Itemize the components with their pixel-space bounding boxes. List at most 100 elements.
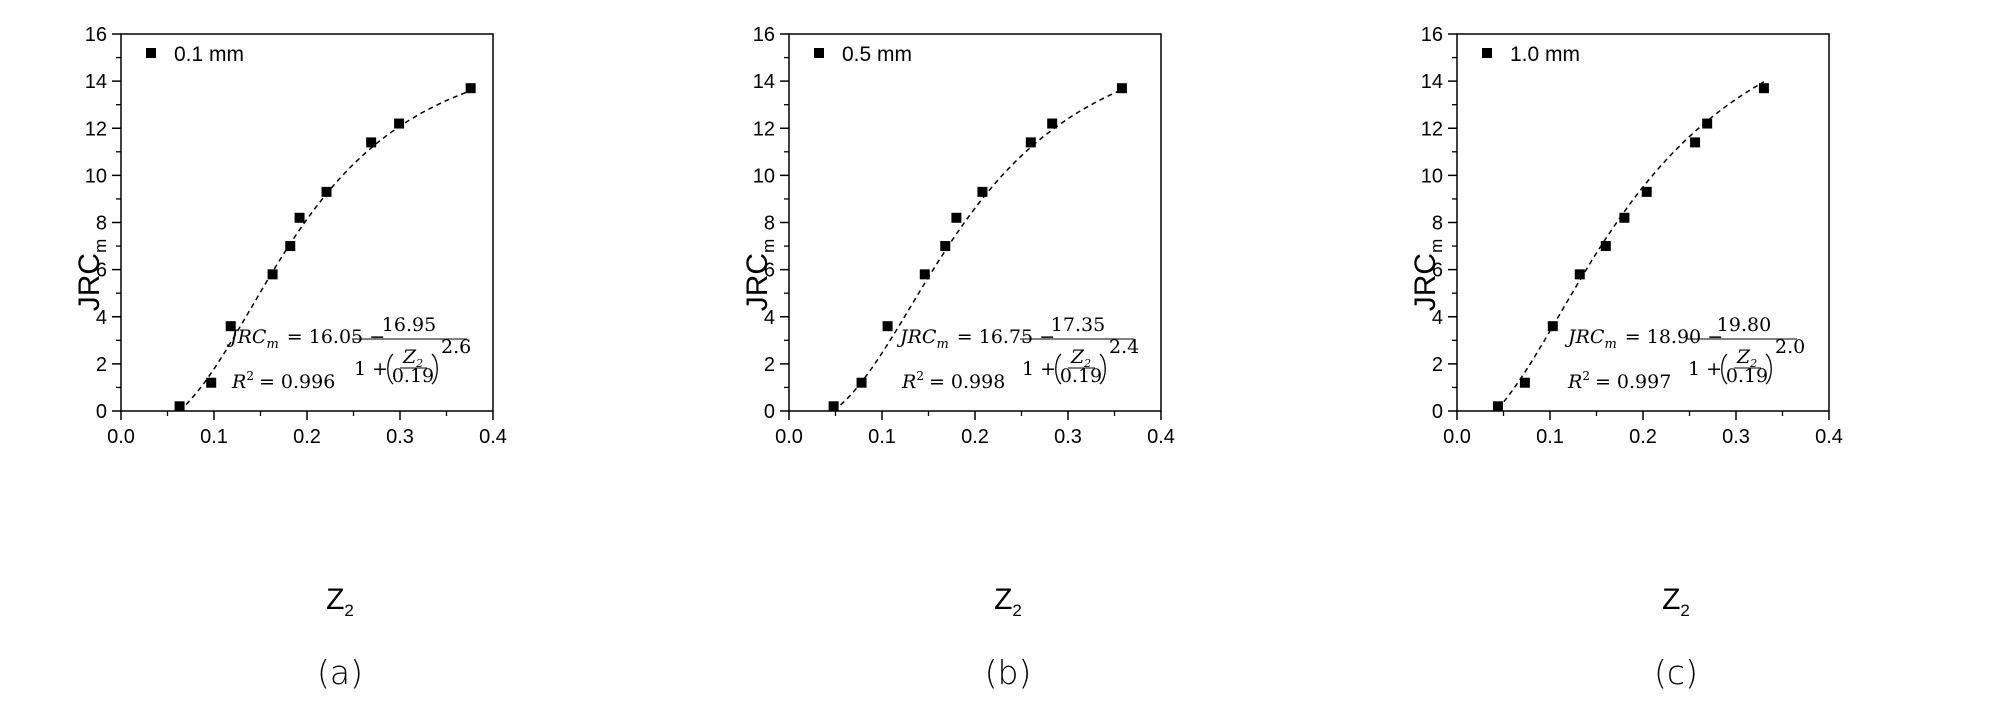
y-tick-label: 6: [1432, 260, 1443, 282]
eq-frac-den: 0.19: [1726, 365, 1768, 387]
x-axis-label-sub: 2: [344, 601, 354, 620]
chart-panel-a: 0 2 4 6 8 10 12 14 16 0.0 0.1 0.2 0.3 0.4 0.1 mm JRCm =…: [0, 0, 667, 702]
y-tick-label: 10: [85, 165, 107, 187]
y-tick-label: 6: [96, 260, 107, 282]
x-axis-label: Z2: [300, 580, 380, 620]
eq-r2-exp: 2: [1582, 369, 1590, 383]
y-tick-label: 12: [1421, 118, 1443, 140]
panel-caption: (c): [1654, 653, 1698, 692]
plot-frame: [120, 33, 494, 412]
x-tick-label: 0.2: [1629, 426, 1657, 448]
y-tick-label: 0: [764, 401, 775, 423]
eq-exponent: 2.6: [441, 336, 471, 358]
data-point: [1519, 377, 1530, 388]
eq-exponent: 2.4: [1109, 336, 1139, 358]
eq-denom-prefix: 1 +: [1688, 358, 1722, 380]
eq-r2-label: R: [901, 371, 916, 393]
svg-text:R2= 0.996: R2 = 0.996: [231, 369, 335, 393]
y-tick-label: 14: [1421, 71, 1443, 93]
x-tick-label: 0.4: [1147, 426, 1175, 448]
eq-lhs: JRC: [1564, 326, 1605, 348]
eq-frac-den: 0.19: [392, 365, 434, 387]
y-tick-label: 16: [1421, 24, 1443, 46]
x-axis-label-main: Z: [1662, 583, 1681, 616]
data-point: [267, 269, 278, 280]
legend-marker: [814, 48, 824, 58]
x-axis-label-main: Z: [326, 583, 345, 616]
svg-text:Z2: Z2: [402, 346, 423, 370]
eq-exponent: 2.0: [1775, 336, 1805, 358]
y-tick-label: 12: [753, 118, 775, 140]
x-tick-label: 0.4: [1815, 426, 1843, 448]
x-axis-label-sub: 2: [1680, 601, 1690, 620]
panel-caption: (a): [317, 653, 363, 692]
x-tick-label: 0.4: [479, 426, 507, 448]
legend-label: 0.1 mm: [174, 43, 244, 66]
data-point: [828, 401, 839, 412]
plot-frame: [788, 33, 1162, 412]
x-axis-label: Z2: [968, 580, 1048, 620]
y-axis-label-sub: m: [91, 238, 110, 253]
x-tick-label: 0.1: [200, 426, 228, 448]
eq-lhs-sub: m: [936, 337, 948, 352]
data-point: [919, 269, 930, 280]
eq-paren-right: [1099, 353, 1106, 385]
y-axis-label: JRCm: [1406, 225, 1446, 325]
svg-text:JRCm= 18.90 −: JRCm = 18.90 −: [1564, 326, 1723, 352]
x-tick-label: 0.0: [775, 426, 803, 448]
eq-constant: = 16.75 −: [957, 326, 1055, 348]
x-tick-label: 0.2: [293, 426, 321, 448]
eq-r2-label: R: [1567, 371, 1582, 393]
eq-r2-exp: 2: [246, 369, 254, 383]
chart-panel-c: 0 2 4 6 8 10 12 14 16 0.0 0.1 0.2 0.3 0.4 1.0 mm JRCm =…: [1336, 0, 2003, 702]
legend-marker: [1482, 48, 1492, 58]
eq-constant: = 18.90 −: [1625, 326, 1723, 348]
svg-text:R2= 0.997: R2 = 0.997: [1567, 369, 1671, 393]
eq-paren-left: [387, 353, 394, 385]
data-point: [1116, 83, 1127, 94]
eq-frac-den: 0.19: [1060, 365, 1102, 387]
y-tick-label: 16: [85, 24, 107, 46]
data-point: [285, 241, 296, 252]
y-tick-label: 14: [753, 71, 775, 93]
eq-denom-prefix: 1 +: [354, 358, 388, 380]
data-point: [951, 212, 962, 223]
y-axis-label-sub: m: [1427, 238, 1446, 253]
eq-paren-right: [431, 353, 438, 385]
data-point: [1025, 137, 1036, 148]
y-axis-label: JRCm: [70, 225, 110, 325]
fit-equation: JRCm = 18.90 − 19.80 1 + Z 2 0.19 2.0 R2 = …: [1564, 314, 1805, 393]
data-point: [465, 83, 476, 94]
y-tick-label: 4: [96, 307, 107, 329]
eq-r2-exp: 2: [916, 369, 924, 383]
y-axis-label-sub: m: [759, 238, 778, 253]
eq-numerator: 16.95: [382, 314, 436, 336]
eq-lhs: JRC: [896, 326, 937, 348]
svg-text:JRCm= 16.75 −: JRCm = 16.75 −: [896, 326, 1055, 352]
y-tick-label: 4: [764, 307, 775, 329]
data-point: [174, 401, 185, 412]
eq-paren-left: [1055, 353, 1062, 385]
eq-r2-value: = 0.998: [929, 371, 1005, 393]
data-point: [882, 321, 893, 332]
eq-paren-left: [1721, 353, 1728, 385]
x-tick-label: 0.3: [1722, 426, 1750, 448]
y-axis-label-main: JRC: [741, 252, 774, 312]
data-point: [1600, 241, 1611, 252]
data-point: [1690, 137, 1701, 148]
eq-numerator: 19.80: [1717, 314, 1771, 336]
x-tick-label: 0.0: [1443, 426, 1471, 448]
data-point: [1619, 212, 1630, 223]
eq-frac-num: Z: [1736, 346, 1751, 368]
x-tick-label: 0.1: [868, 426, 896, 448]
eq-r2-value: = 0.996: [259, 371, 335, 393]
svg-text:R2= 0.998: R2 = 0.998: [901, 369, 1005, 393]
panel-caption: (b): [984, 653, 1032, 692]
y-tick-label: 10: [1421, 165, 1443, 187]
y-tick-label: 12: [85, 118, 107, 140]
data-point: [1492, 401, 1503, 412]
eq-lhs: JRC: [226, 326, 267, 348]
eq-lhs-sub: m: [1604, 337, 1616, 352]
